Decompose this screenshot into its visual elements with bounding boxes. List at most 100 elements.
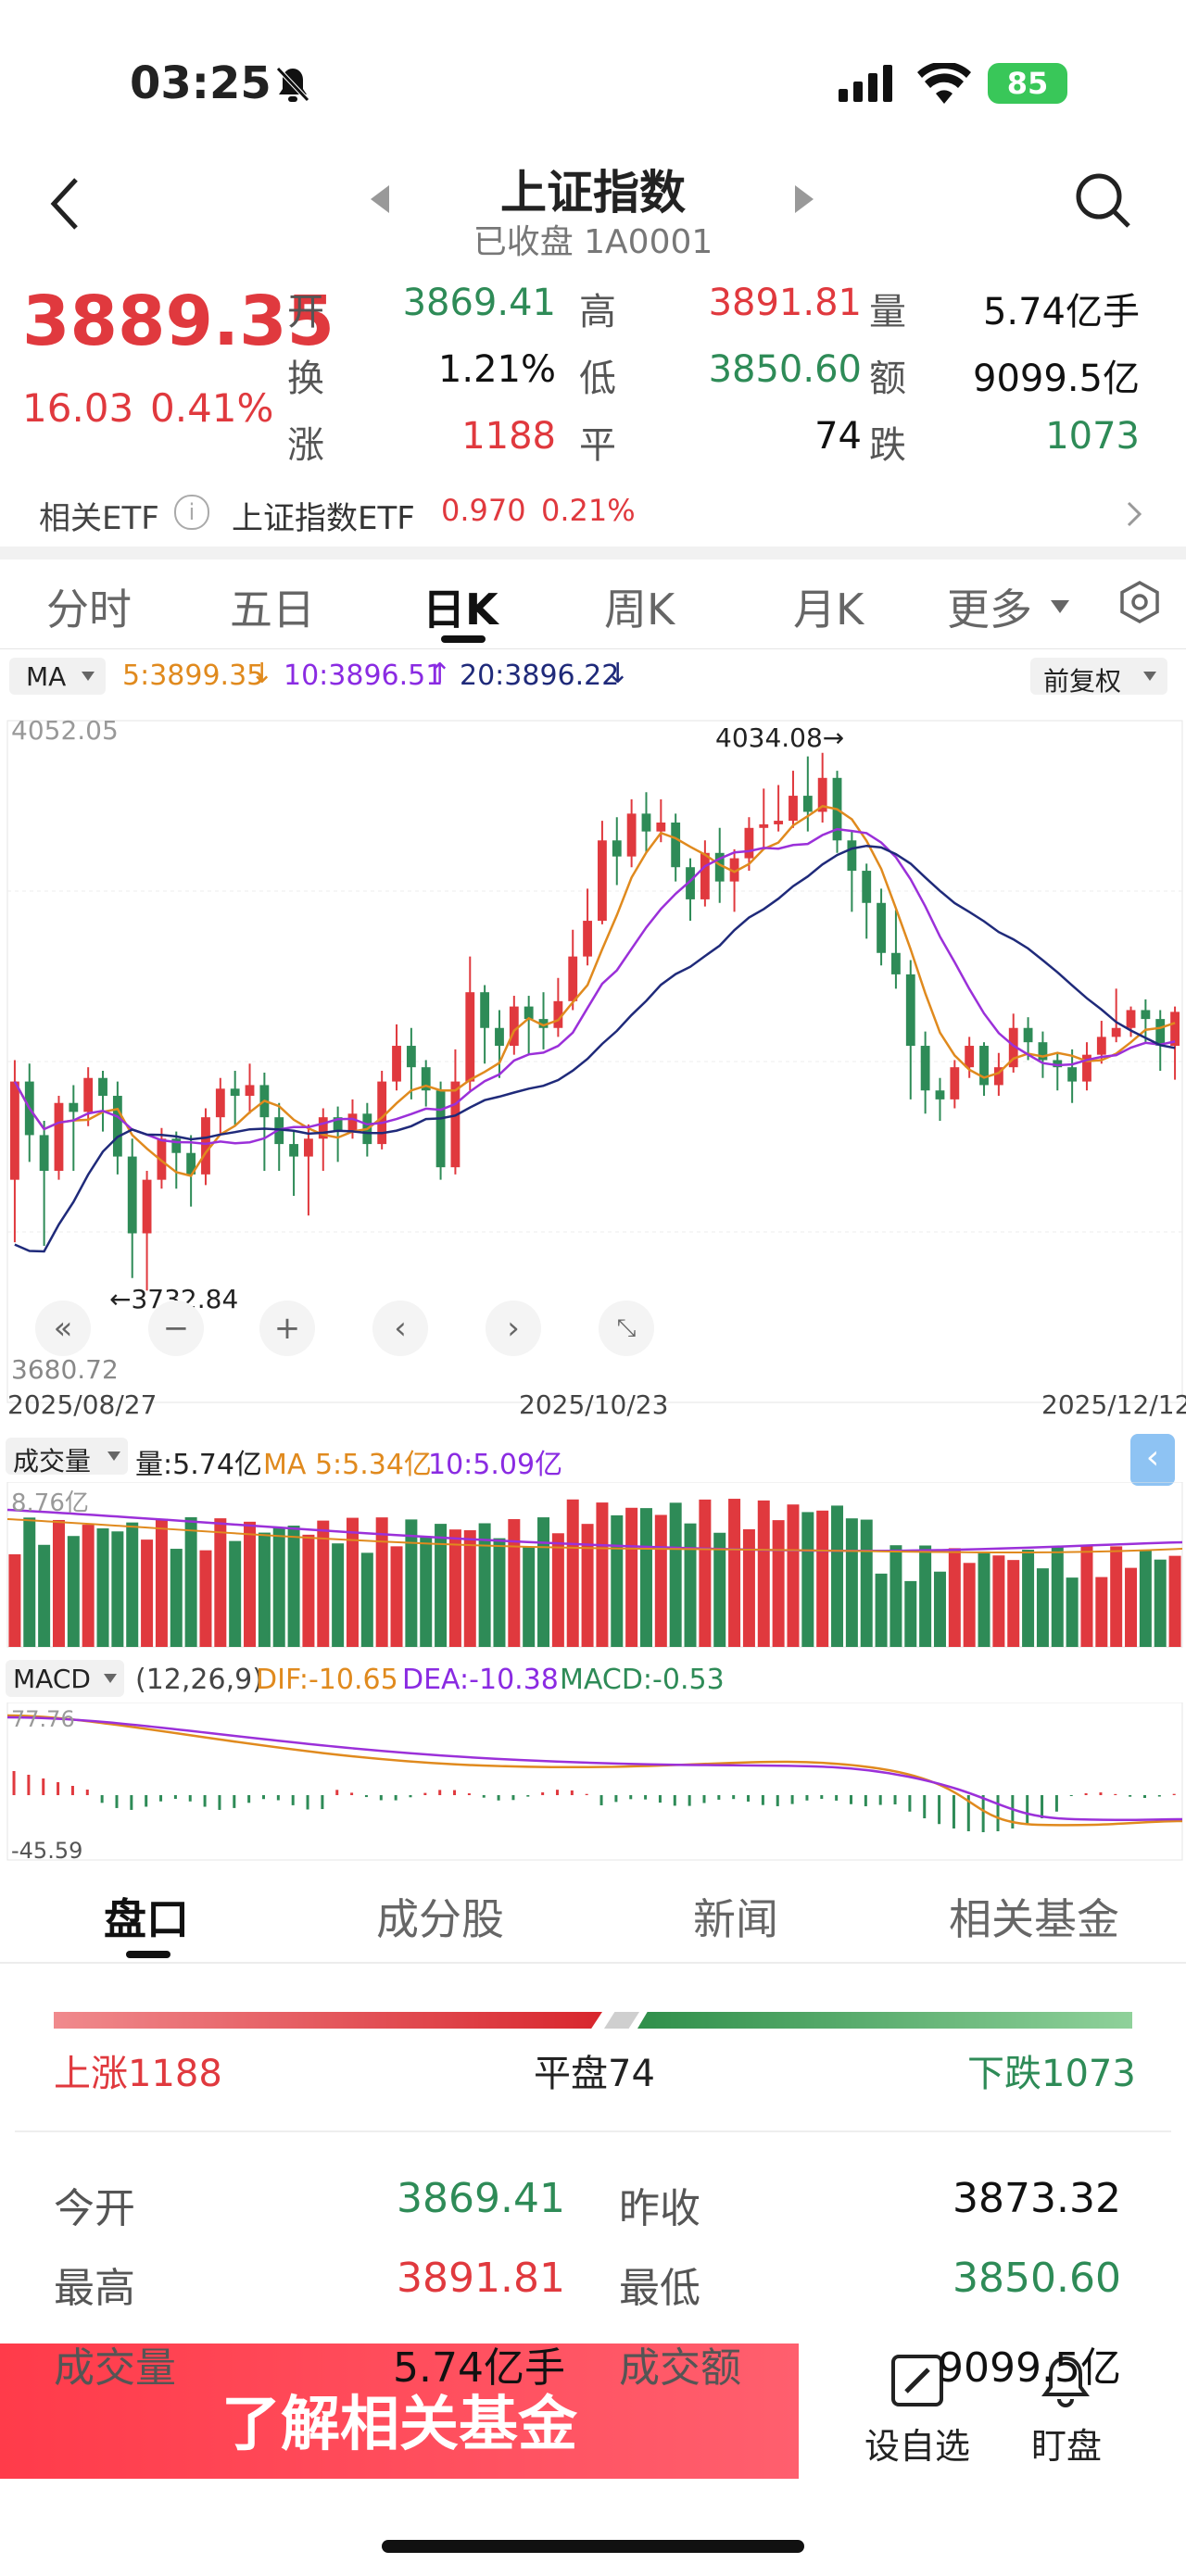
macd-macd: MACD:-0.53: [560, 1664, 725, 1696]
candle-body: [759, 823, 769, 828]
candle-body: [318, 1117, 328, 1139]
volume-ma10-line: [6, 1508, 1183, 1552]
candle-body: [186, 1152, 196, 1175]
tab-monthly-k[interactable]: 月K: [793, 584, 864, 635]
macd-bar: [1114, 1793, 1117, 1795]
candle-body: [201, 1117, 210, 1175]
volume-bar: [390, 1546, 403, 1647]
candle-body: [392, 1046, 401, 1082]
back-icon[interactable]: [48, 176, 82, 232]
candle-body: [700, 852, 710, 899]
volume-bar: [111, 1531, 124, 1647]
breadth-up-fill: [54, 2012, 602, 2029]
macd-bar: [261, 1795, 265, 1800]
divider: [0, 547, 1186, 559]
candle-body: [10, 1081, 19, 1180]
macd-bar: [747, 1795, 751, 1802]
candle-body: [583, 921, 592, 957]
zoom-in-icon[interactable]: +: [259, 1301, 315, 1356]
candle-body: [450, 1081, 461, 1168]
tab-weekly-k[interactable]: 周K: [604, 584, 675, 635]
volume-bar: [1036, 1568, 1049, 1647]
macd-bar: [394, 1795, 397, 1801]
tab-daily-k[interactable]: 日K: [423, 584, 498, 635]
macd-select[interactable]: MACD: [6, 1660, 124, 1697]
macd-bar: [203, 1795, 207, 1807]
volume-value: 量:5.74亿: [135, 1449, 262, 1481]
chevron-left-icon[interactable]: ‹: [372, 1301, 428, 1356]
volume-bar: [302, 1534, 315, 1647]
macd-bar: [438, 1790, 442, 1795]
macd-chart: [6, 1703, 1183, 1861]
detail-value: 3850.60: [953, 2255, 1121, 2302]
settings-hex-icon[interactable]: [1117, 580, 1162, 624]
zoom-out-icon[interactable]: −: [148, 1301, 204, 1356]
fullscreen-icon[interactable]: ⤡: [599, 1301, 654, 1356]
etf-strip[interactable]: 相关ETF i 上证指数ETF 0.970 0.21%: [0, 480, 1186, 547]
macd-bar: [1054, 1795, 1058, 1812]
wifi-icon: [917, 63, 971, 104]
tab-order-book[interactable]: 盘口: [104, 1894, 189, 1944]
volume-bar: [566, 1499, 579, 1647]
macd-bar: [938, 1795, 941, 1825]
ma-select[interactable]: MA: [9, 658, 106, 695]
macd-params: (12,26,9): [135, 1664, 263, 1696]
search-icon[interactable]: [1073, 170, 1132, 230]
quote-value: 5.74亿手: [982, 291, 1140, 333]
kline-chart[interactable]: [0, 713, 1186, 1436]
adjust-select[interactable]: 前复权: [1030, 658, 1167, 697]
status-bar: 03:25 85: [0, 0, 1186, 167]
macd-bar: [364, 1795, 368, 1798]
watch-label: 盯盘: [1030, 2426, 1102, 2467]
macd-bar: [614, 1795, 618, 1803]
macd-bar: [878, 1795, 882, 1805]
macd-bar: [1099, 1792, 1103, 1795]
signal-icon: [839, 65, 892, 102]
candle-body: [230, 1088, 240, 1097]
tab-constituents[interactable]: 成分股: [376, 1894, 504, 1944]
chart-frame: [6, 1703, 1183, 1861]
watch-button[interactable]: 盯盘: [1006, 2353, 1127, 2473]
volume-bar: [948, 1548, 961, 1647]
prev-arrow-icon[interactable]: [369, 183, 391, 215]
candle-body: [598, 840, 607, 922]
edit-square-icon: [891, 2355, 943, 2406]
quote-label: 开: [287, 291, 324, 333]
info-icon[interactable]: i: [174, 495, 209, 530]
learn-funds-button[interactable]: 了解相关基金: [0, 2344, 799, 2479]
tab-news[interactable]: 新闻: [693, 1894, 778, 1944]
candle-body: [714, 852, 725, 882]
ma10-up-icon: ↑: [428, 658, 452, 690]
candle-body: [1096, 1037, 1106, 1055]
macd-bar: [688, 1795, 691, 1806]
dif-line: [6, 1714, 1183, 1827]
macd-bar: [335, 1790, 339, 1795]
candle-body: [877, 902, 886, 953]
page-title: 上证指数: [500, 166, 686, 220]
add-watchlist-label: 设自选: [864, 2426, 970, 2467]
chevron-right-icon[interactable]: ›: [486, 1301, 541, 1356]
add-watchlist-button[interactable]: 设自选: [852, 2353, 982, 2473]
candle-body: [509, 1006, 519, 1047]
macd-bar: [511, 1795, 515, 1801]
tab-more[interactable]: 更多: [947, 584, 1032, 635]
volume-bar: [537, 1517, 550, 1647]
volume-bar: [523, 1547, 536, 1647]
tab-five-day[interactable]: 五日: [230, 584, 315, 635]
tab-intraday[interactable]: 分时: [46, 584, 132, 635]
volume-header: 成交量 量:5.74亿 MA 5:5.34亿 10:5.09亿 ‹: [0, 1434, 1186, 1486]
macd-bar: [585, 1793, 588, 1795]
divider: [15, 2130, 1171, 2132]
volume-bar: [669, 1502, 682, 1647]
rewind-icon[interactable]: «: [35, 1301, 91, 1356]
volume-bar: [155, 1518, 168, 1647]
volume-bar: [463, 1530, 476, 1647]
chevron-right-icon[interactable]: [1125, 500, 1143, 528]
volume-bar: [346, 1517, 359, 1647]
page-subtitle: 已收盘 1A0001: [473, 223, 713, 261]
volume-select[interactable]: 成交量: [6, 1438, 128, 1476]
tab-related-funds[interactable]: 相关基金: [949, 1894, 1119, 1944]
next-arrow-icon[interactable]: [793, 183, 815, 215]
volume-bar: [992, 1555, 1005, 1647]
collapse-panel-button[interactable]: ‹: [1130, 1434, 1175, 1486]
